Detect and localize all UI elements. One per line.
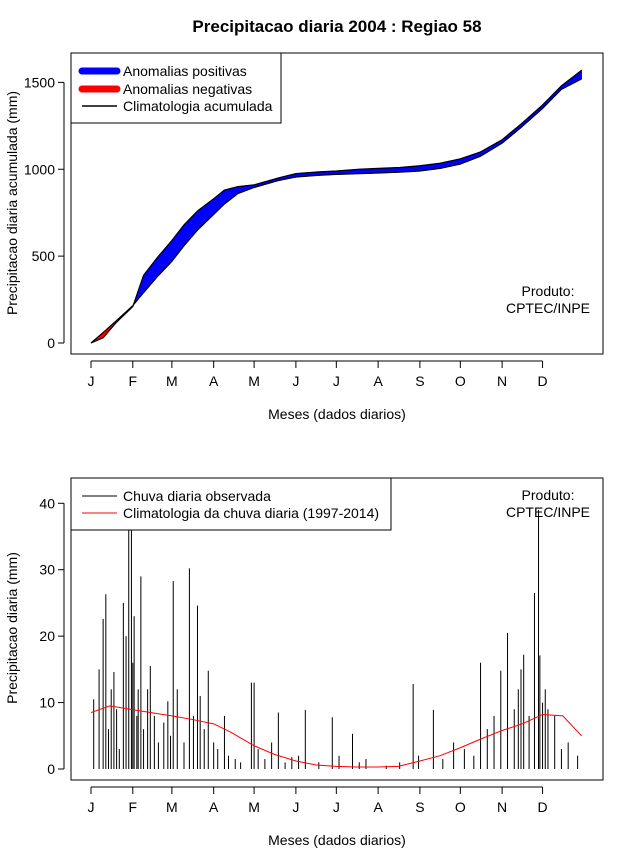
climatology-cumulative-line (90, 78, 582, 344)
bottom-x-tick-label: S (415, 799, 424, 815)
top-annotation-line1: Produto: (522, 283, 575, 299)
top-x-tick-label: M (248, 373, 260, 389)
top-x-tick-label: S (415, 373, 424, 389)
top-y-tick-label: 1500 (24, 74, 55, 90)
legend-label-observed: Chuva diaria observada (123, 488, 271, 504)
top-y-tick-label: 0 (47, 335, 55, 351)
legend-label-positive: Anomalias positivas (123, 63, 247, 79)
top-x-tick-label: A (209, 373, 219, 389)
bottom-x-tick-label: D (537, 799, 547, 815)
top-x-tick-label: A (373, 373, 383, 389)
bottom-annotation-line2: CPTEC/INPE (506, 504, 590, 520)
bottom-legend-box (70, 477, 392, 531)
legend-label-climatology-daily: Climatologia da chuva diaria (1997-2014) (123, 505, 379, 521)
bottom-x-tick-label: J (292, 799, 299, 815)
chart-title: Precipitacao diaria 2004 : Regiao 58 (192, 17, 481, 36)
top-y-tick-label: 1000 (24, 161, 55, 177)
top-x-tick-label: J (292, 373, 299, 389)
bottom-y-axis: 0 10 20 30 40 (39, 495, 65, 777)
bottom-x-tick-label: O (455, 799, 466, 815)
top-plot-frame (70, 52, 604, 355)
top-x-tick-label: J (88, 373, 95, 389)
legend-label-negative: Anomalias negativas (123, 81, 252, 97)
bottom-y-tick-label: 30 (39, 562, 55, 578)
top-x-tick-label: N (497, 373, 507, 389)
bottom-y-tick-label: 0 (47, 761, 55, 777)
bottom-x-tick-label: N (497, 799, 507, 815)
bottom-y-tick-label: 10 (39, 695, 55, 711)
top-x-tick-label: F (129, 373, 138, 389)
top-x-tick-label: J (333, 373, 340, 389)
top-chart-cumulative: 0 500 1000 1500 J F M A M J J A S O N D Meses (dados d… (4, 52, 604, 422)
top-y-axis-label: Precipitacao diaria acumulada (mm) (4, 91, 20, 315)
bottom-x-axis-label: Meses (dados diarios) (268, 832, 406, 848)
top-x-tick-label: D (537, 373, 547, 389)
top-legend: Anomalias positivas Anomalias negativas … (70, 52, 282, 124)
bottom-annotation-line1: Produto: (522, 487, 575, 503)
bottom-climatology-line (90, 705, 583, 768)
bottom-x-tick-label: M (166, 799, 178, 815)
bottom-y-tick-label: 40 (39, 495, 55, 511)
observed-cumulative-line (90, 69, 583, 344)
bottom-x-tick-label: A (373, 799, 383, 815)
top-x-tick-label: M (166, 373, 178, 389)
bottom-x-tick-label: J (88, 799, 95, 815)
bottom-x-tick-label: M (248, 799, 260, 815)
top-y-axis: 0 500 1000 1500 (24, 74, 65, 351)
bottom-legend: Chuva diaria observada Climatologia da c… (70, 477, 392, 531)
top-y-tick-label: 500 (32, 248, 56, 264)
top-annotation-line2: CPTEC/INPE (506, 300, 590, 316)
legend-label-climatology: Climatologia acumulada (123, 98, 273, 114)
bottom-x-tick-label: F (129, 799, 138, 815)
top-x-axis-label: Meses (dados diarios) (268, 406, 406, 422)
bottom-y-tick-label: 20 (39, 628, 55, 644)
bottom-y-axis-label: Precipitacao diaria (mm) (4, 552, 20, 704)
bottom-x-tick-label: A (209, 799, 219, 815)
daily-climatology-line (90, 705, 583, 768)
top-series-lines (90, 69, 583, 344)
bottom-chart-daily: 0 10 20 30 40 J F M A M J J A S O N D Meses (dados diar… (4, 477, 604, 848)
top-x-tick-label: O (455, 373, 466, 389)
bottom-x-tick-label: J (333, 799, 340, 815)
